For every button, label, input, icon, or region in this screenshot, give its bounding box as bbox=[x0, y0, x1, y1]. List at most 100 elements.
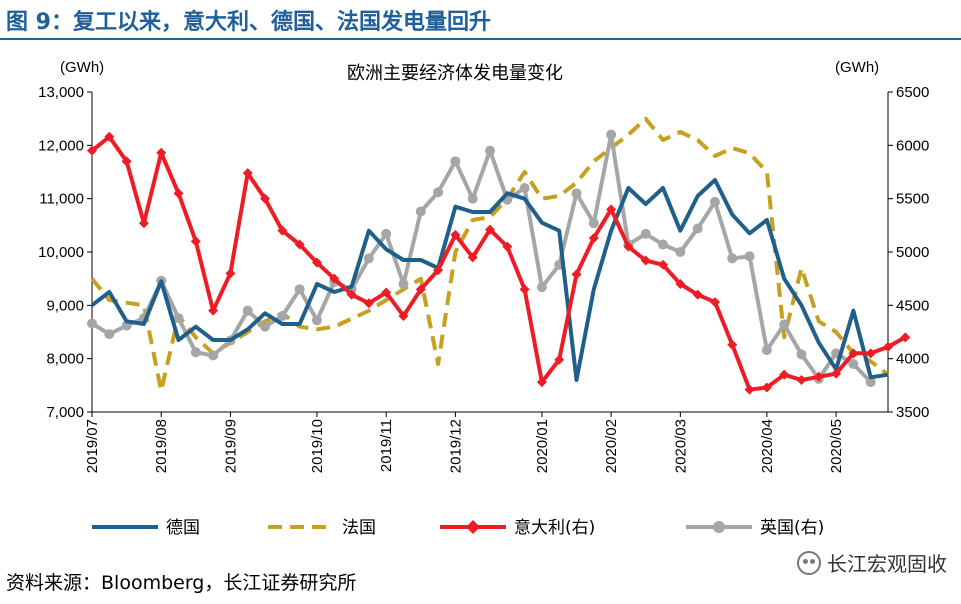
legend-label-2: 意大利(右) bbox=[514, 518, 595, 538]
uk-point-marker bbox=[744, 251, 755, 262]
italy-point-marker bbox=[294, 239, 305, 250]
watermark: 长江宏观固收 bbox=[797, 548, 947, 577]
uk-point-marker bbox=[294, 284, 305, 295]
uk-point-marker bbox=[675, 247, 686, 257]
x-tick-label: 2020/05 bbox=[828, 419, 845, 473]
italy-point-marker bbox=[883, 341, 893, 352]
left-tick-label: 13,000 bbox=[38, 84, 84, 101]
power-generation-chart: 欧洲主要经济体发电量变化 (GWh) (GWh) 7,000 8,000 9,000… bbox=[38, 59, 929, 538]
italy-point-marker bbox=[658, 259, 669, 270]
italy-point-marker bbox=[779, 369, 790, 380]
italy-point-marker bbox=[363, 298, 374, 309]
uk-point-marker bbox=[242, 305, 253, 316]
italy-point-marker bbox=[156, 147, 167, 158]
uk-point-marker bbox=[260, 321, 271, 332]
uk-point-marker bbox=[848, 359, 859, 369]
uk-point-marker bbox=[87, 318, 97, 329]
legend: 德国 法国 意大利(右) 英国(右) bbox=[92, 518, 824, 538]
left-tick-label: 8,000 bbox=[46, 351, 84, 368]
italy-point-marker bbox=[260, 193, 271, 204]
uk-point-marker bbox=[588, 218, 599, 229]
italy-point-marker bbox=[311, 257, 322, 268]
x-tick-label: 2020/03 bbox=[672, 419, 689, 473]
series-group bbox=[87, 116, 911, 395]
italy-point-marker bbox=[104, 131, 115, 142]
italy-point-marker bbox=[502, 241, 513, 252]
left-tick-label: 9,000 bbox=[46, 297, 84, 314]
italy-point-marker bbox=[485, 224, 495, 235]
uk-point-marker bbox=[485, 145, 495, 156]
italy-point-marker bbox=[138, 218, 149, 229]
right-tick-label: 5000 bbox=[896, 244, 929, 261]
series-line-0 bbox=[90, 178, 889, 382]
uk-point-marker bbox=[571, 188, 582, 199]
uk-point-marker bbox=[536, 282, 547, 293]
italy-point-marker bbox=[450, 229, 461, 240]
italy-point-marker bbox=[606, 204, 617, 215]
x-tick-label: 2019/12 bbox=[447, 419, 464, 473]
italy-point-marker bbox=[467, 252, 478, 263]
italy-point-marker bbox=[709, 297, 720, 308]
italy-point-marker bbox=[225, 268, 236, 279]
italy-point-marker bbox=[692, 289, 703, 300]
italy-point-marker bbox=[744, 384, 755, 395]
uk-point-marker bbox=[104, 329, 115, 340]
uk-point-marker bbox=[640, 228, 651, 239]
uk-point-marker bbox=[277, 311, 288, 321]
uk-point-marker bbox=[363, 253, 374, 264]
italy-point-marker bbox=[277, 225, 288, 236]
source-note: 资料来源：Bloomberg，长江证券研究所 bbox=[6, 572, 357, 594]
uk-point-marker bbox=[208, 350, 219, 361]
italy-point-marker bbox=[415, 284, 426, 295]
legend-marker-italy bbox=[466, 520, 480, 534]
uk-point-marker bbox=[709, 196, 720, 207]
left-tick-label: 12,000 bbox=[38, 137, 84, 154]
title-rule bbox=[0, 38, 961, 40]
italy-point-marker bbox=[87, 145, 97, 156]
legend-marker-uk bbox=[713, 521, 725, 533]
uk-point-marker bbox=[761, 345, 772, 356]
uk-point-marker bbox=[865, 377, 876, 388]
uk-point-marker bbox=[398, 279, 409, 289]
italy-point-marker bbox=[173, 188, 184, 199]
italy-point-marker bbox=[761, 382, 772, 393]
uk-point-marker bbox=[450, 156, 461, 167]
x-tick-label: 2019/11 bbox=[378, 419, 395, 472]
right-axis-unit: (GWh) bbox=[835, 59, 879, 76]
italy-point-marker bbox=[346, 289, 357, 300]
left-tick-label: 11,000 bbox=[39, 191, 84, 208]
uk-point-marker bbox=[519, 183, 530, 193]
italy-point-marker bbox=[190, 236, 201, 247]
italy-point-marker bbox=[623, 241, 634, 252]
italy-point-marker bbox=[900, 332, 911, 343]
legend-label-0: 德国 bbox=[166, 518, 200, 538]
right-tick-label: 4500 bbox=[896, 297, 929, 314]
right-tick-label: 6000 bbox=[896, 137, 929, 154]
series-line-2 bbox=[90, 134, 907, 392]
uk-point-marker bbox=[311, 315, 322, 326]
legend-label-1: 法国 bbox=[342, 518, 376, 538]
chart-title: 欧洲主要经济体发电量变化 bbox=[347, 63, 563, 84]
italy-point-marker bbox=[675, 279, 686, 289]
left-axis-unit: (GWh) bbox=[60, 59, 104, 76]
italy-point-marker bbox=[433, 265, 444, 276]
uk-point-marker bbox=[433, 187, 444, 198]
italy-point-marker bbox=[329, 273, 340, 284]
italy-point-marker bbox=[640, 255, 651, 266]
italy-point-marker bbox=[519, 284, 530, 295]
italy-point-marker bbox=[571, 269, 582, 280]
uk-point-marker bbox=[606, 129, 617, 140]
uk-point-marker bbox=[173, 313, 184, 324]
wechat-icon bbox=[797, 550, 821, 575]
figure-title: 图 9：复工以来，意大利、德国、法国发电量回升 bbox=[6, 10, 491, 35]
left-tick-label: 7,000 bbox=[46, 404, 84, 421]
uk-point-marker bbox=[467, 193, 478, 204]
uk-point-marker bbox=[415, 206, 426, 217]
right-tick-label: 3500 bbox=[896, 404, 929, 421]
right-tick-label: 5500 bbox=[896, 191, 929, 208]
italy-point-marker bbox=[796, 375, 807, 385]
x-tick-label: 2020/04 bbox=[759, 419, 776, 473]
italy-point-marker bbox=[208, 305, 219, 316]
right-tick-label: 4000 bbox=[896, 351, 929, 368]
axes-group: 7,000 8,000 9,000 10,000 11,000 12,000 13,000 3… bbox=[38, 84, 929, 473]
